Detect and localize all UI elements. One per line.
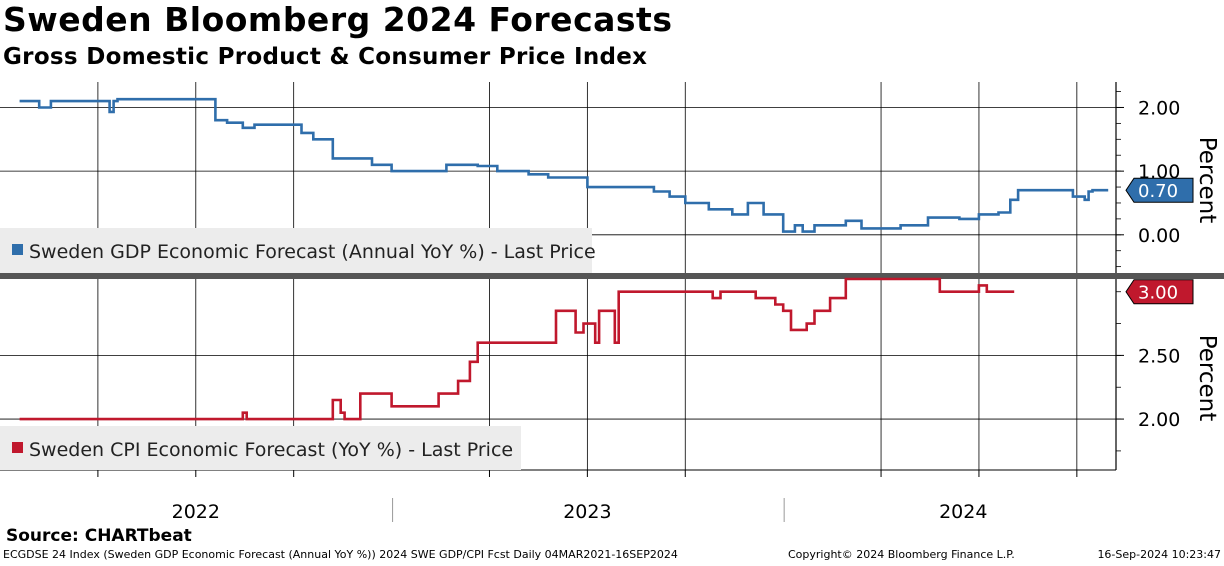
- cpi-series: [19, 277, 1015, 421]
- legend-label-cpi: Sweden CPI Economic Forecast (YoY %) - L…: [29, 439, 513, 461]
- last-value-badge-cpi: 3.00: [1125, 279, 1194, 305]
- y-tick-label: 2.00: [1138, 97, 1180, 119]
- footer-timestamp: 16-Sep-2024 10:23:47: [1097, 548, 1221, 561]
- panel-divider: [0, 273, 1224, 279]
- chart-title: Sweden Bloomberg 2024 Forecasts: [3, 0, 673, 39]
- gdp-series: [19, 97, 1109, 233]
- y-tick-label: 1.00: [1138, 161, 1180, 183]
- legend-label-gdp: Sweden GDP Economic Forecast (Annual YoY…: [29, 241, 596, 263]
- footer-ticker-info: ECGDSE 24 Index (Sweden GDP Economic For…: [3, 548, 678, 561]
- legend-swatch-cpi: [12, 442, 23, 453]
- y-axis-label-top: Percent: [1194, 137, 1220, 224]
- chart-subtitle: Gross Domestic Product & Consumer Price …: [3, 44, 648, 70]
- legend-bottom: Sweden CPI Economic Forecast (YoY %) - L…: [0, 426, 521, 470]
- gdp-line: [19, 97, 1109, 233]
- x-year-label: 2024: [939, 501, 987, 523]
- cpi-line: [19, 277, 1015, 421]
- legend-top: Sweden GDP Economic Forecast (Annual YoY…: [0, 228, 596, 273]
- y-axis-label-bottom: Percent: [1194, 335, 1220, 422]
- last-value-gdp: 0.70: [1138, 181, 1178, 202]
- last-value-badge-gdp: 0.70: [1125, 177, 1194, 203]
- y-tick-label: 0.00: [1138, 225, 1180, 247]
- y-tick-label: 2.00: [1138, 409, 1180, 431]
- last-value-cpi: 3.00: [1138, 283, 1178, 304]
- x-year-label: 2022: [172, 501, 220, 523]
- footer-copyright: Copyright© 2024 Bloomberg Finance L.P.: [788, 548, 1015, 561]
- source-note: Source: CHARTbeat: [6, 526, 192, 546]
- x-year-label: 2023: [563, 501, 611, 523]
- y-tick-label: 2.50: [1138, 345, 1180, 367]
- x-axis: 2022 2023 2024: [97, 470, 1078, 523]
- legend-swatch-gdp: [12, 244, 23, 255]
